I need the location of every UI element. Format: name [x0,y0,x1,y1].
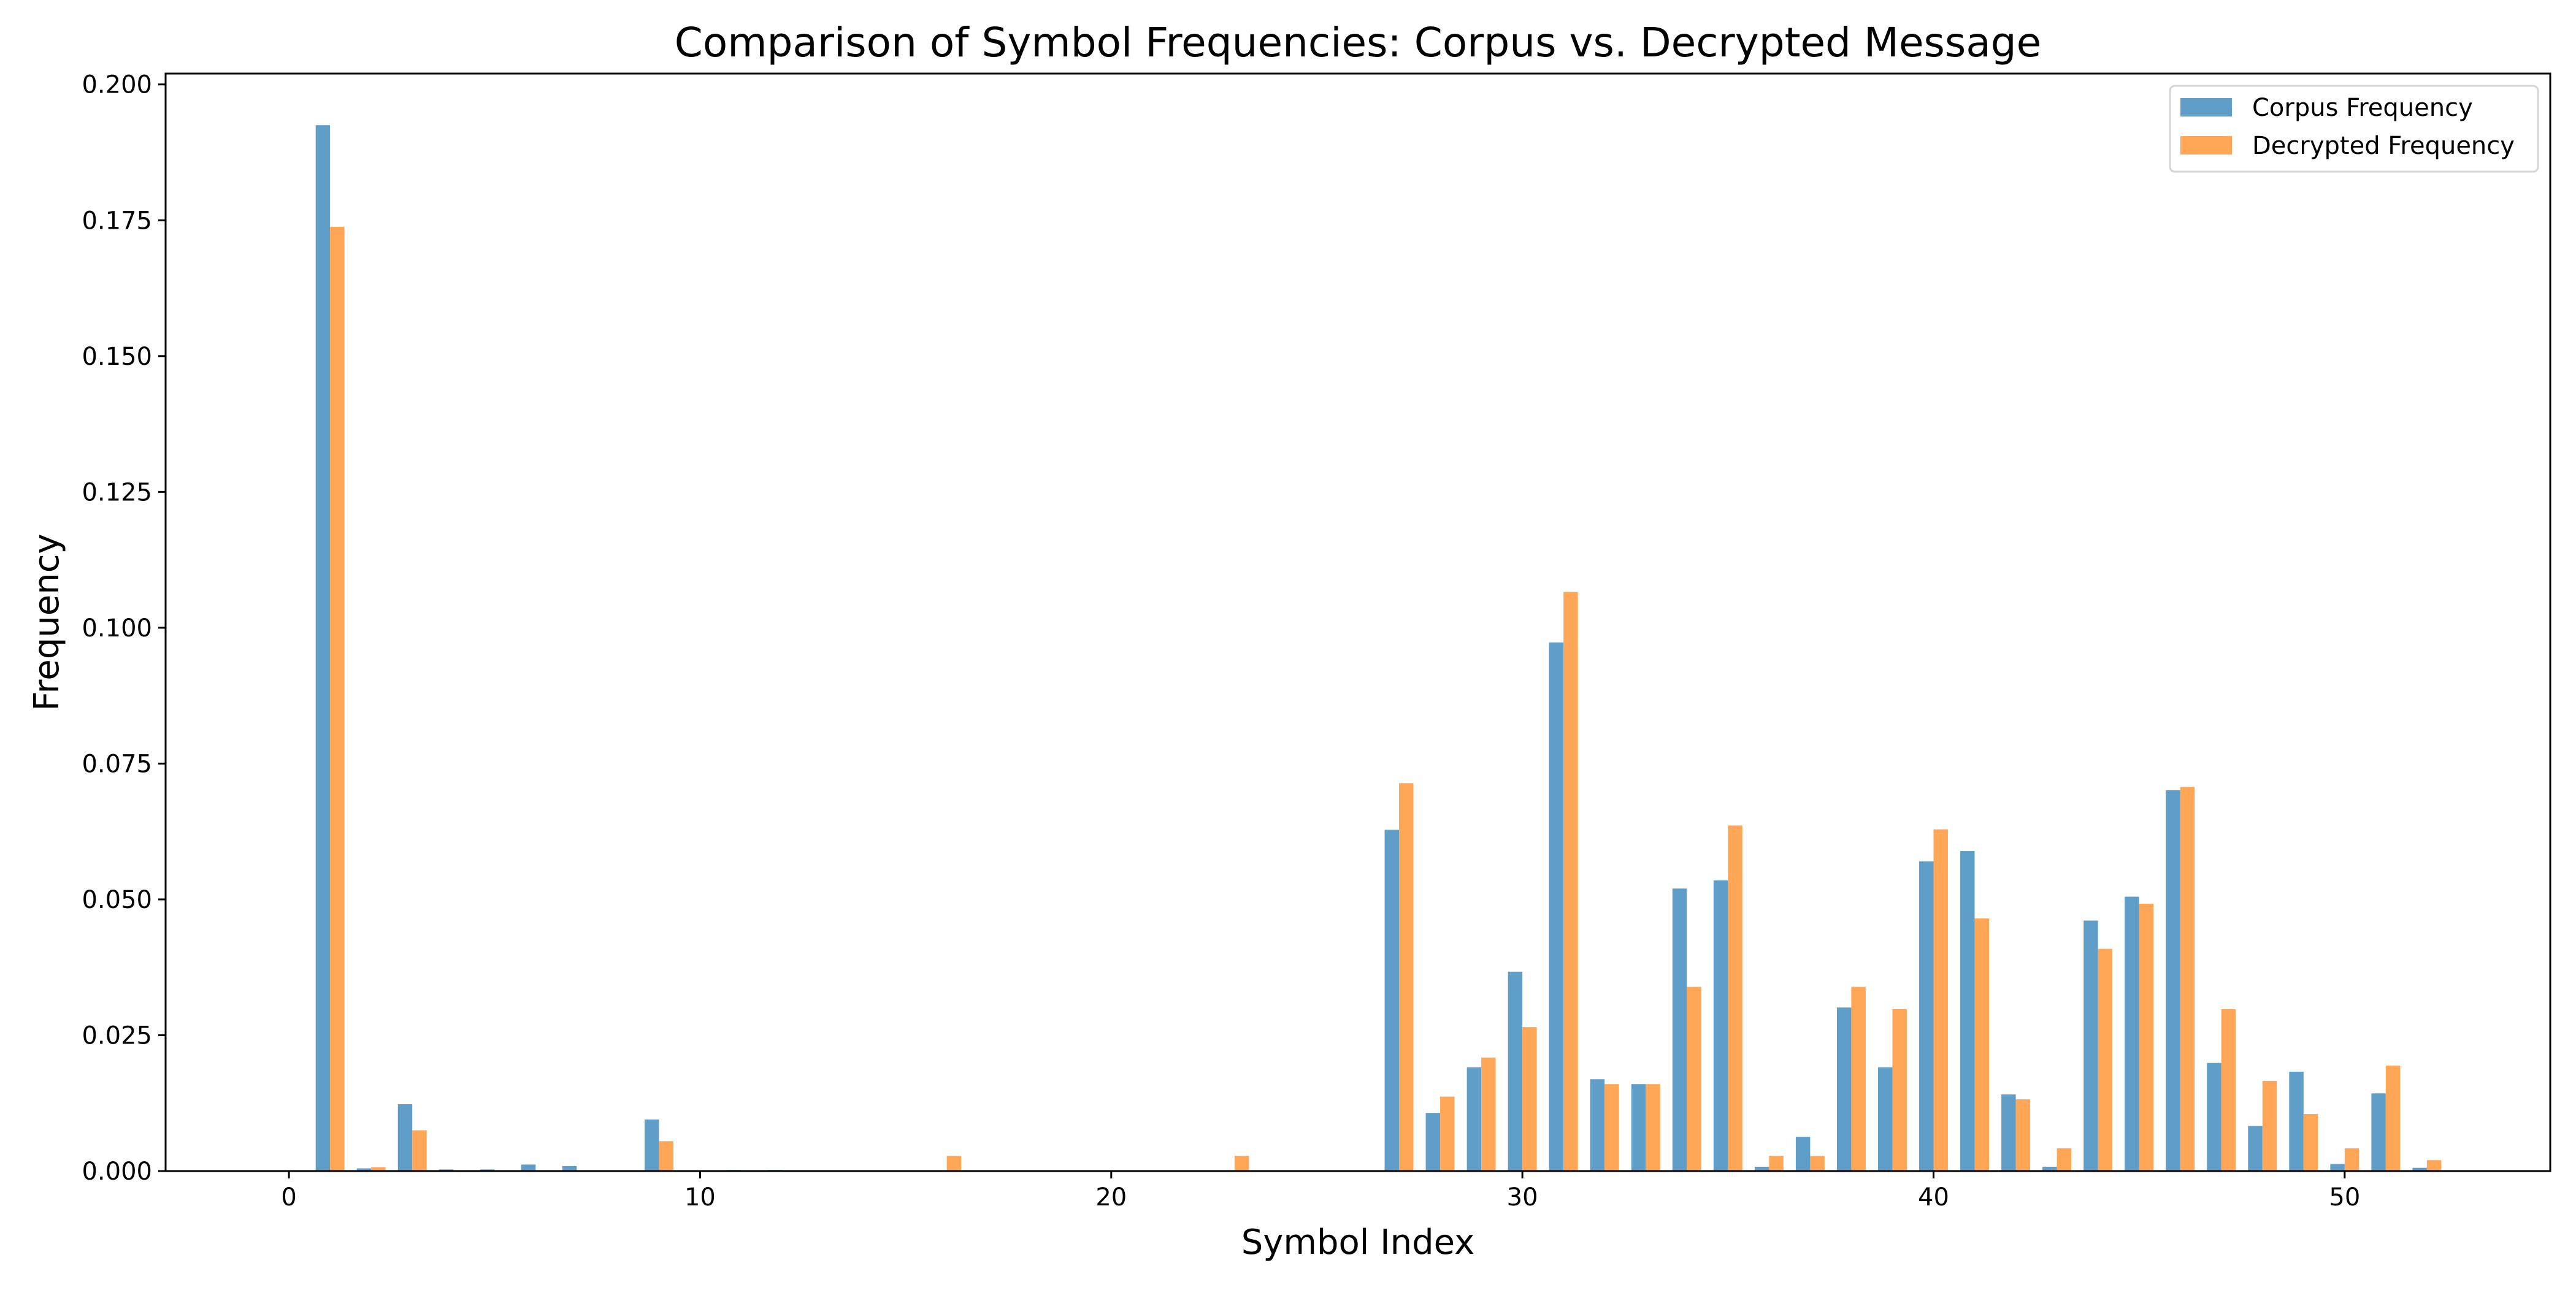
bar-corpus-frequency-50 [2330,1164,2345,1171]
bar-corpus-frequency-3 [397,1104,413,1171]
legend-label-decrypted: Decrypted Frequency [2252,132,2515,160]
x-tick-label: 50 [2329,1183,2360,1212]
y-tick-label: 0.075 [82,750,152,778]
bar-corpus-frequency-42 [2001,1094,2016,1171]
bar-decrypted-frequency-31 [1563,592,1578,1171]
bar-decrypted-frequency-52 [2426,1160,2442,1171]
x-tick-label: 30 [1507,1183,1538,1212]
bar-corpus-frequency-33 [1631,1084,1646,1171]
bar-corpus-frequency-7 [562,1166,577,1171]
bar-decrypted-frequency-47 [2221,1009,2236,1171]
bar-corpus-frequency-47 [2207,1063,2221,1171]
bar-corpus-frequency-31 [1549,642,1564,1171]
bar-decrypted-frequency-32 [1604,1084,1619,1171]
bar-corpus-frequency-29 [1466,1067,1482,1171]
bar-corpus-frequency-43 [2042,1166,2057,1171]
bar-decrypted-frequency-35 [1728,825,1742,1171]
x-tick-label: 0 [281,1183,296,1212]
bar-decrypted-frequency-36 [1769,1156,1784,1171]
bar-decrypted-frequency-23 [1234,1156,1249,1171]
bar-decrypted-frequency-34 [1687,987,1701,1171]
x-tick-label: 10 [684,1183,716,1212]
legend-swatch-decrypted [2180,136,2232,155]
bar-decrypted-frequency-50 [2344,1148,2359,1171]
y-tick-label: 0.100 [82,614,152,643]
bar-decrypted-frequency-46 [2180,787,2195,1171]
bar-corpus-frequency-37 [1795,1137,1811,1171]
bar-corpus-frequency-38 [1836,1007,1852,1171]
bar-decrypted-frequency-27 [1399,783,1414,1171]
bar-corpus-frequency-2 [356,1168,372,1171]
plot-area-frame [164,72,2551,1172]
bar-corpus-frequency-51 [2371,1093,2386,1171]
bar-corpus-frequency-6 [521,1164,536,1171]
y-tick-label: 0.025 [82,1021,152,1050]
bar-corpus-frequency-40 [1919,861,1934,1171]
bar-decrypted-frequency-38 [1851,987,1866,1171]
bar-decrypted-frequency-3 [412,1130,427,1171]
bar-corpus-frequency-36 [1754,1166,1769,1171]
bar-corpus-frequency-28 [1425,1113,1441,1171]
y-tick-label: 0.125 [82,478,152,506]
bar-corpus-frequency-52 [2412,1167,2427,1171]
bar-corpus-frequency-27 [1384,830,1400,1171]
legend-box [2169,85,2539,173]
bar-decrypted-frequency-40 [1933,829,1948,1171]
bar-corpus-frequency-45 [2125,896,2139,1171]
bar-corpus-frequency-46 [2166,790,2180,1171]
y-tick-label: 0.200 [82,71,152,99]
y-axis-ticks: 0.000 0.025 0.050 0.075 0.100 0.125 0.150 0.175… [82,71,166,1186]
bar-decrypted-frequency-45 [2139,904,2154,1171]
bar-decrypted-frequency-37 [1810,1156,1825,1171]
bar-decrypted-frequency-30 [1522,1027,1537,1171]
bar-decrypted-frequency-42 [2015,1099,2031,1171]
x-tick-label: 20 [1095,1183,1127,1212]
bar-corpus-frequency-35 [1713,880,1728,1171]
bar-corpus-frequency-34 [1672,888,1687,1171]
bar-decrypted-frequency-33 [1646,1084,1660,1171]
y-tick-label: 0.175 [82,207,152,235]
bar-decrypted-frequency-49 [2303,1113,2318,1171]
legend: Corpus Frequency Decrypted Frequency [2169,85,2539,173]
bar-corpus-frequency-49 [2289,1071,2304,1171]
y-tick-label: 0.150 [82,343,152,371]
bar-decrypted-frequency-9 [659,1141,673,1171]
bar-decrypted-frequency-39 [1892,1009,1907,1171]
bar-decrypted-frequency-44 [2098,948,2113,1171]
bar-decrypted-frequency-2 [371,1167,386,1171]
bar-decrypted-frequency-29 [1481,1057,1496,1171]
legend-swatch-corpus [2180,98,2232,116]
y-axis-label: Frequency [27,533,67,711]
y-tick-label: 0.000 [82,1158,152,1186]
bar-corpus-frequency-1 [315,125,331,1172]
bar-corpus-frequency-41 [1960,851,1975,1171]
bar-decrypted-frequency-16 [946,1156,962,1171]
x-axis-ticks: 0 10 20 30 40 50 [281,1171,2360,1212]
bar-corpus-frequency-44 [2083,920,2098,1171]
chart-title: Comparison of Symbol Frequencies: Corpus… [675,19,2042,66]
bar-corpus-frequency-48 [2248,1126,2263,1171]
bar-decrypted-frequency-28 [1440,1096,1455,1171]
bar-decrypted-frequency-43 [2057,1148,2072,1171]
bar-decrypted-frequency-48 [2262,1080,2277,1171]
bar-corpus-frequency-30 [1508,971,1523,1171]
bar-decrypted-frequency-41 [1974,918,1989,1171]
bar-corpus-frequency-39 [1877,1067,1893,1171]
legend-label-corpus: Corpus Frequency [2252,94,2473,122]
x-tick-label: 40 [1918,1183,1949,1212]
bar-decrypted-frequency-51 [2385,1066,2401,1171]
bars-layer [315,125,2442,1172]
y-tick-label: 0.050 [82,886,152,914]
bar-decrypted-frequency-1 [330,226,345,1171]
bar-corpus-frequency-32 [1590,1079,1605,1171]
bar-corpus-frequency-9 [644,1119,659,1171]
x-axis-label: Symbol Index [1241,1223,1475,1262]
